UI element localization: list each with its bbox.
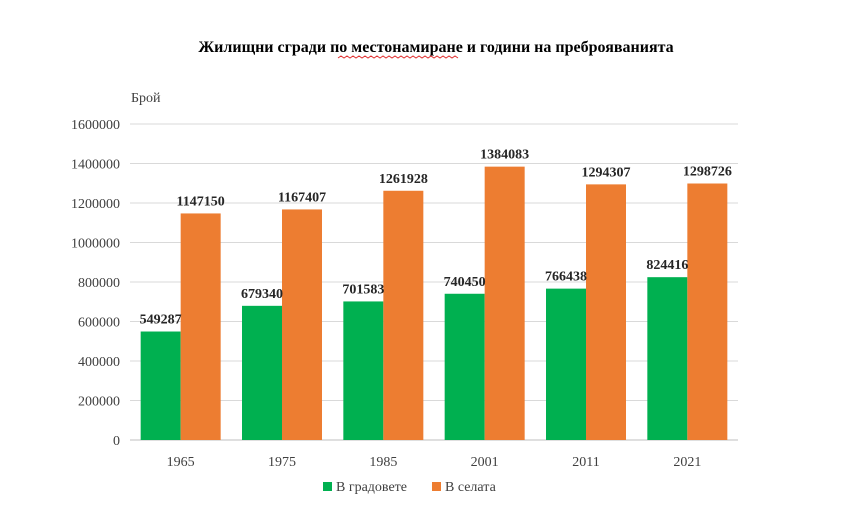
data-label: 1294307 [582,165,631,180]
bar-towns-1965 [140,331,181,440]
data-label: 549287 [140,313,182,328]
bar-villages-1975 [282,209,322,440]
y-tick-label: 1400000 [71,158,120,173]
x-tick-label: 2001 [471,455,499,470]
data-label: 701583 [342,282,384,297]
data-label: 679340 [241,287,283,302]
legend-label: В градовете [336,480,407,495]
y-tick-label: 800000 [78,276,120,291]
legend: В градовете В селата [323,480,497,495]
bars [140,166,728,440]
data-label: 766438 [545,270,587,285]
data-label: 1147150 [177,194,225,209]
x-tick-label: 2011 [572,455,599,470]
legend-label: В селата [445,480,497,495]
data-label: 1384083 [480,148,529,163]
data-label: 1167407 [278,190,326,205]
x-axis-ticks: 1965 1975 1985 2001 2011 2021 [167,455,702,470]
chart-title: Жилищни сгради по местонамиране и години… [198,39,673,56]
y-tick-label: 1600000 [71,118,120,133]
y-axis-ticks: 0 200000 400000 600000 800000 1000000 1200000 1… [71,118,120,449]
bar-villages-2001 [484,166,525,440]
x-tick-label: 1975 [268,455,296,470]
y-axis-label: Брой [131,91,161,106]
data-labels: 549287 1147150 679340 1167407 701583 1261928 7… [140,148,732,328]
y-tick-label: 600000 [78,316,120,331]
gridlines [130,123,738,441]
bar-villages-2021 [687,183,728,440]
legend-swatch [323,482,332,491]
y-tick-label: 1200000 [71,197,120,212]
x-tick-label: 2021 [673,455,701,470]
x-tick-label: 1985 [369,455,397,470]
legend-swatch [432,482,441,491]
bar-towns-2001 [444,293,485,440]
x-tick-label: 1965 [167,455,195,470]
y-tick-label: 200000 [78,395,120,410]
bar-towns-1975 [242,305,282,440]
bar-towns-1985 [343,301,384,440]
y-tick-label: 400000 [78,355,120,370]
bar-villages-2011 [586,184,626,440]
data-label: 1298726 [683,165,732,180]
data-label: 1261928 [379,172,428,187]
bar-villages-1985 [383,190,424,440]
y-tick-label: 1000000 [71,237,120,252]
y-tick-label: 0 [113,434,120,449]
spellcheck-underline [337,55,459,59]
bar-villages-1965 [180,213,221,440]
bar-towns-2011 [546,288,586,440]
data-label: 740450 [444,275,486,290]
data-label: 824416 [646,258,688,273]
bar-towns-2021 [647,277,688,440]
